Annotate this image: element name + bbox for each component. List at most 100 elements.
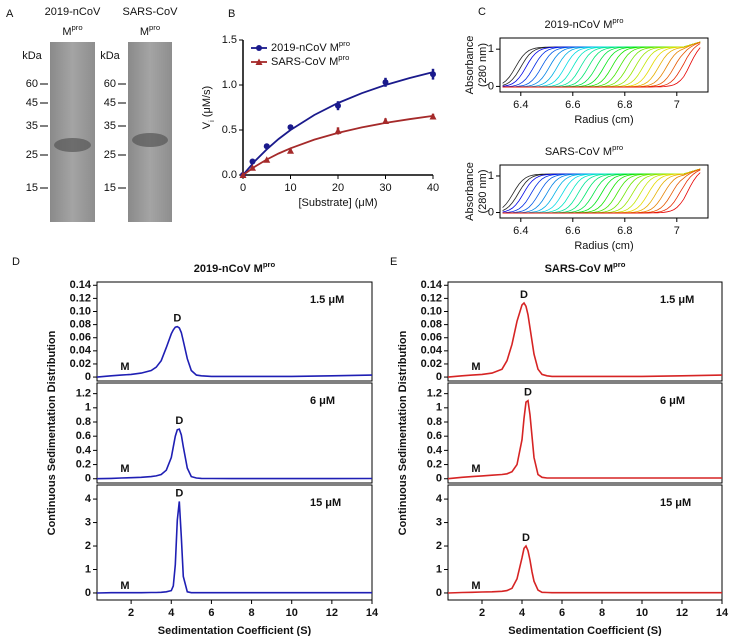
peak-label: M — [471, 361, 480, 373]
y-tick-label: 0.8 — [76, 416, 91, 428]
y-tick-label: 0.5 — [222, 124, 237, 136]
x-tick-label: 0 — [240, 182, 246, 194]
x-tick-label: 30 — [379, 182, 391, 194]
y-tick-label: 0 — [85, 473, 91, 485]
distribution-line — [96, 501, 372, 594]
legend-label: SARS-CoV Mpro — [271, 53, 349, 68]
chart-title-part: pro — [263, 260, 276, 269]
concentration-label: 6 μM — [310, 395, 335, 407]
y-axis-label-part: V — [201, 121, 213, 129]
peak-label: D — [175, 487, 183, 499]
y-tick-label: 0.12 — [421, 292, 442, 304]
legend-marker — [255, 58, 263, 65]
y-tick-label: 0 — [488, 206, 494, 218]
x-tick-label: 6.8 — [617, 99, 632, 111]
panel-letter: E — [390, 256, 397, 268]
y-axis-label: Continuous Sedimentation Distribution — [46, 330, 58, 535]
y-tick-label: 0.12 — [70, 292, 91, 304]
y-tick-label: 0.4 — [76, 444, 92, 456]
y-tick-label: 0.2 — [427, 458, 442, 470]
legend-label: 2019-nCoV Mpro — [271, 39, 350, 54]
unit-label: kDa — [100, 50, 120, 62]
x-tick-label: 8 — [599, 607, 605, 619]
y-tick-label: 0 — [85, 371, 91, 383]
x-axis-label: Sedimentation Coefficient (S) — [508, 625, 662, 636]
x-tick-label: 12 — [676, 607, 688, 619]
y-tick-label: 0.02 — [421, 358, 442, 370]
marker-label: 35 — [26, 120, 38, 132]
x-tick-label: 4 — [519, 607, 526, 619]
legend-label-part: 2019-nCoV M — [271, 42, 339, 54]
marker-label: 25 — [26, 149, 38, 161]
chart-title: SARS-CoV Mpro — [545, 143, 623, 158]
gel-band — [132, 133, 168, 147]
x-tick-label: 6.4 — [513, 99, 528, 111]
plot-frame — [96, 484, 373, 601]
data-point — [249, 164, 256, 171]
x-tick-label: 6.6 — [565, 225, 580, 237]
y-tick-label: 0.2 — [76, 458, 91, 470]
data-point — [382, 117, 389, 124]
x-tick-label: 6.6 — [565, 99, 580, 111]
concentration-label: 15 μM — [310, 497, 341, 509]
peak-label: M — [471, 580, 480, 592]
y-axis-label: (280 nm) — [477, 169, 489, 213]
plot-frame — [447, 281, 723, 382]
y-axis-label: Vi (μM/s) — [201, 86, 216, 129]
peak-label: D — [173, 312, 181, 324]
lane-title: 2019-nCoV — [45, 6, 101, 18]
distribution-line — [447, 544, 722, 594]
gel-band — [54, 138, 91, 152]
plot-frame — [96, 281, 373, 382]
y-tick-label: 2 — [85, 540, 91, 552]
panel-letter: D — [12, 256, 20, 268]
y-tick-label: 0.02 — [70, 358, 91, 370]
y-tick-label: 0.14 — [421, 279, 443, 291]
data-point — [335, 102, 341, 109]
x-tick-label: 14 — [716, 607, 729, 619]
data-point — [239, 171, 247, 178]
y-tick-label: 0.8 — [427, 416, 442, 428]
y-tick-label: 1.2 — [76, 388, 91, 400]
x-tick-label: 2 — [128, 607, 134, 619]
y-tick-label: 0 — [436, 371, 442, 383]
y-tick-label: 0.04 — [421, 345, 443, 357]
y-tick-label: 3 — [436, 516, 442, 528]
concentration-label: 15 μM — [660, 497, 691, 509]
x-axis-label: Sedimentation Coefficient (S) — [158, 625, 312, 636]
x-tick-label: 10 — [636, 607, 648, 619]
y-tick-label: 3 — [85, 516, 91, 528]
y-tick-label: 0.10 — [421, 305, 442, 317]
legend-label-part: pro — [339, 39, 350, 48]
y-tick-label: 0 — [85, 587, 91, 599]
data-point — [334, 127, 342, 134]
x-tick-label: 10 — [284, 182, 296, 194]
y-tick-label: 0.06 — [70, 332, 91, 344]
peak-label: D — [520, 289, 528, 301]
x-tick-label: 2 — [479, 607, 485, 619]
x-tick-label: 6 — [559, 607, 565, 619]
x-tick-label: 7 — [674, 225, 680, 237]
y-tick-label: 1 — [488, 43, 494, 55]
chart-title-part: pro — [612, 143, 623, 152]
plot-frame — [447, 382, 723, 484]
scan-curve — [502, 172, 701, 214]
x-tick-label: 4 — [168, 607, 175, 619]
x-tick-label: 12 — [326, 607, 338, 619]
chart-title-part: pro — [613, 260, 626, 269]
scan-curve — [502, 47, 701, 88]
y-axis-label-part: (μM/s) — [201, 86, 213, 117]
y-tick-label: 4 — [436, 493, 443, 505]
peak-label: M — [471, 463, 480, 475]
y-axis-label: Absorbance — [464, 36, 476, 95]
distribution-line — [447, 399, 722, 480]
plot-frame — [499, 37, 709, 93]
chart-title-part: SARS-CoV M — [545, 263, 613, 275]
y-tick-label: 1.2 — [427, 388, 442, 400]
lane-title: SARS-CoV — [122, 6, 178, 18]
lane-subtitle: Mpro — [62, 23, 82, 38]
plot-frame — [499, 164, 709, 219]
concentration-label: 1.5 μM — [310, 294, 344, 306]
chart-title-part: pro — [612, 16, 623, 25]
